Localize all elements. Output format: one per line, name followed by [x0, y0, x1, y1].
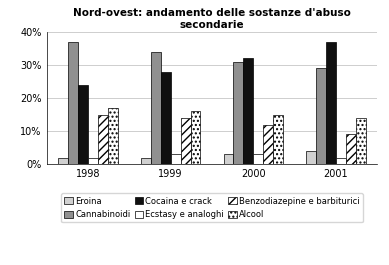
Bar: [151, 52, 161, 164]
Bar: [141, 158, 151, 164]
Bar: [326, 42, 336, 164]
Bar: [78, 85, 88, 164]
Bar: [244, 58, 253, 164]
Legend: Eroina, Cannabinoidi, Cocaina e crack, Ecstasy e analoghi, Benzodiazepine e barb: Eroina, Cannabinoidi, Cocaina e crack, E…: [61, 193, 363, 222]
Bar: [224, 154, 233, 164]
Bar: [88, 158, 98, 164]
Bar: [346, 135, 356, 164]
Bar: [336, 158, 346, 164]
Bar: [306, 151, 316, 164]
Bar: [233, 62, 244, 164]
Bar: [356, 118, 366, 164]
Bar: [180, 118, 191, 164]
Bar: [191, 111, 200, 164]
Bar: [273, 114, 283, 164]
Bar: [68, 42, 78, 164]
Bar: [253, 154, 263, 164]
Bar: [263, 125, 273, 164]
Bar: [98, 114, 108, 164]
Bar: [171, 154, 180, 164]
Bar: [316, 68, 326, 164]
Bar: [58, 158, 68, 164]
Bar: [108, 108, 118, 164]
Title: Nord-ovest: andamento delle sostanze d'abuso
secondarie: Nord-ovest: andamento delle sostanze d'a…: [73, 8, 351, 30]
Bar: [161, 72, 171, 164]
